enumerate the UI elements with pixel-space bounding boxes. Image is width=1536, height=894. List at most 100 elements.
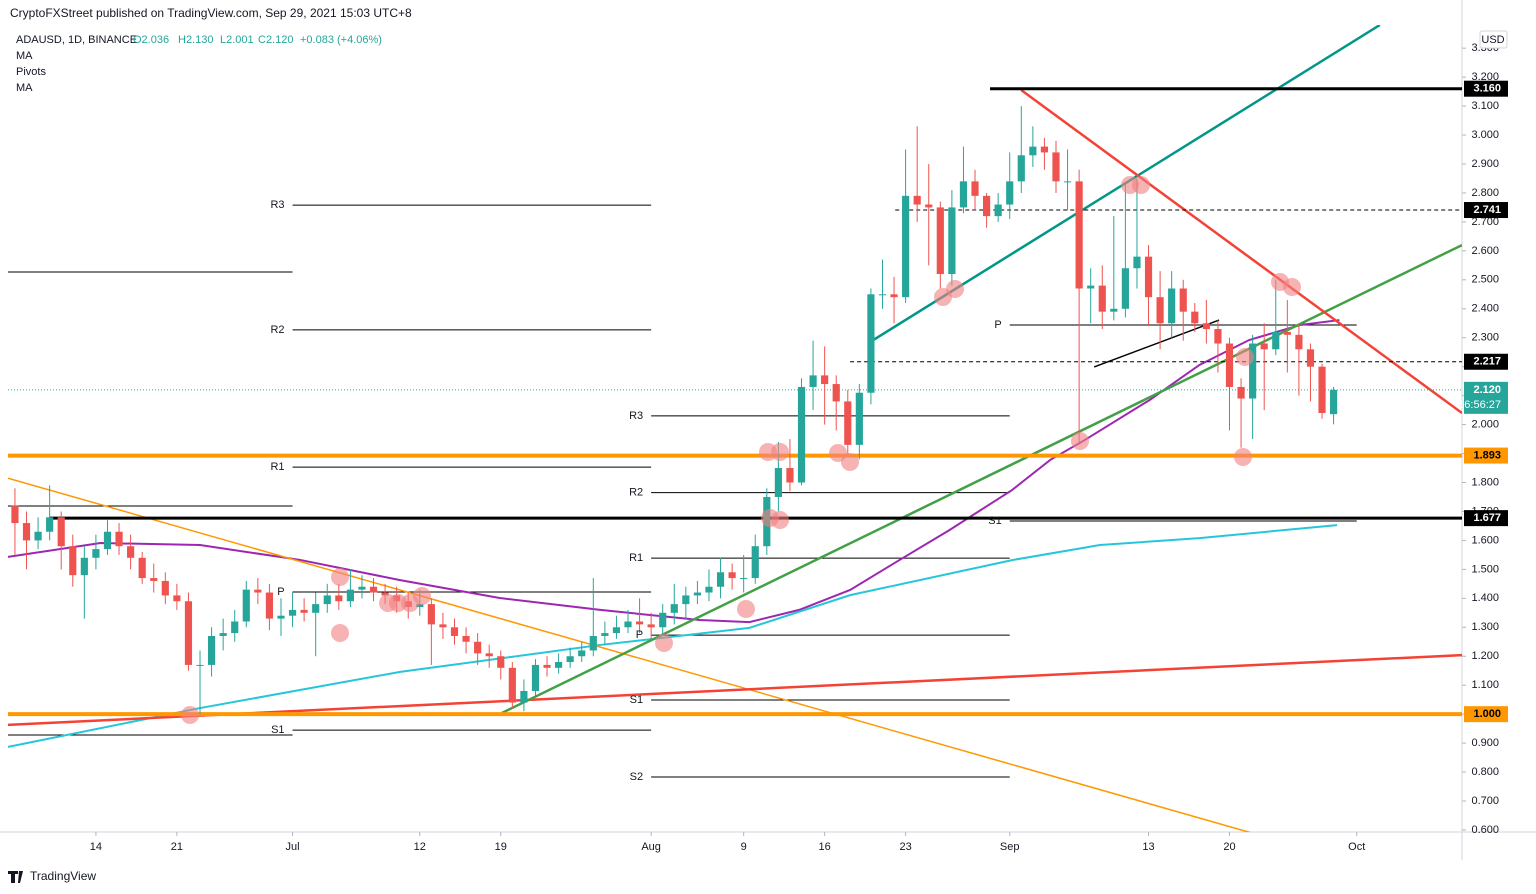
level-label-box: [1464, 706, 1508, 723]
y-tick-label: 0.700: [1471, 795, 1499, 807]
candle-body: [936, 207, 944, 275]
candle-body: [462, 635, 470, 642]
candle-body: [1121, 268, 1129, 309]
candle-body: [1237, 386, 1245, 399]
y-tick-label: 2.300: [1471, 332, 1499, 344]
candle-body: [867, 294, 875, 393]
y-tick-label: 3.100: [1471, 100, 1499, 112]
x-tick-label: Jul: [286, 841, 300, 853]
candle-body: [80, 557, 88, 576]
candle-body: [832, 384, 840, 402]
candle-body: [1283, 331, 1291, 335]
ohlc-high: H2.130: [178, 34, 213, 46]
candle-body: [635, 621, 644, 625]
candle-body: [566, 656, 574, 663]
level-label-box: [1464, 510, 1508, 527]
candle-body: [728, 572, 736, 579]
candle-body: [1110, 308, 1118, 312]
x-tick-label: 12: [414, 841, 426, 853]
candle-body: [844, 401, 852, 445]
level-label-box: [1464, 202, 1508, 219]
candle-body: [890, 294, 898, 298]
candle-body: [474, 641, 482, 654]
candle-body: [555, 662, 563, 668]
level-label-box: [1464, 447, 1508, 464]
candle-body: [1295, 334, 1303, 350]
candle-body: [1249, 343, 1257, 399]
candle-body: [427, 604, 435, 625]
level-label: 2.217: [1473, 356, 1501, 368]
candle-body: [508, 667, 516, 703]
candle-body: [948, 207, 956, 275]
candle-body: [1029, 146, 1037, 156]
candle-body: [11, 505, 19, 524]
candle-body: [1179, 288, 1187, 312]
candle-body: [369, 586, 378, 593]
trendline: [1093, 319, 1220, 368]
x-tick-label: Aug: [641, 841, 661, 853]
ohlc-open: O2.036: [133, 34, 169, 46]
level-label: 1.893: [1473, 449, 1501, 461]
candle-body: [902, 195, 910, 298]
candle-body: [1330, 389, 1338, 415]
candle-body: [693, 592, 701, 596]
y-tick-label: 1.600: [1471, 534, 1499, 546]
x-tick-label: 9: [741, 841, 747, 853]
candle-body: [219, 633, 227, 636]
x-tick-label: 23: [899, 841, 911, 853]
x-tick-label: 21: [171, 841, 183, 853]
candle-body: [682, 595, 690, 605]
y-tick-label: 1.500: [1471, 563, 1499, 575]
candles: [11, 106, 1338, 715]
moving-average: [8, 319, 1340, 624]
candle-body: [589, 635, 597, 651]
pivot-label: S1: [630, 694, 643, 706]
y-tick-label: 1.200: [1471, 650, 1499, 662]
x-tick-label: 13: [1142, 841, 1154, 853]
x-tick-label: 14: [90, 841, 102, 853]
candle-body: [601, 633, 609, 636]
candle-body: [878, 294, 887, 296]
candle-body: [578, 650, 586, 657]
y-tick-label: 1.300: [1471, 621, 1499, 633]
candle-body: [173, 595, 181, 602]
pivot-label: P: [277, 586, 284, 598]
candle-body: [346, 589, 354, 602]
ohlc-close: C2.120: [258, 34, 293, 46]
footer-logo: TradingView: [30, 869, 96, 883]
candle-body: [612, 627, 621, 634]
candle-body: [288, 609, 297, 616]
candle-body: [22, 523, 31, 541]
candle-body: [1017, 155, 1025, 182]
candle-body: [821, 375, 829, 385]
candle-body: [277, 615, 285, 619]
pivot-label: R3: [629, 410, 643, 422]
candle-body: [531, 664, 540, 691]
highlight-circles: [181, 176, 1301, 724]
pivot-label: S1: [271, 724, 284, 736]
candle-body: [34, 531, 42, 541]
candle-body: [809, 375, 817, 387]
indicator-label: MA: [16, 50, 33, 62]
candle-body: [971, 181, 979, 196]
currency-box: [1479, 30, 1508, 49]
y-tick-label: 2.500: [1471, 274, 1499, 286]
indicator-label: MA: [16, 82, 33, 94]
level-label: 2.741: [1473, 204, 1501, 216]
y-tick-label: 3.000: [1471, 129, 1499, 141]
pivot-label: R1: [629, 552, 643, 564]
candle-body: [439, 624, 447, 628]
x-tick-label: 20: [1223, 841, 1235, 853]
candle-body: [774, 468, 782, 497]
candle-body: [1225, 343, 1234, 387]
level-label-box: [1464, 381, 1508, 414]
candle-body: [740, 578, 748, 580]
trendline: [1020, 89, 1462, 415]
candle-body: [1144, 256, 1153, 298]
candle-body: [855, 392, 863, 445]
candle-body: [184, 601, 193, 665]
level-label-box: [1464, 353, 1508, 370]
candle-body: [1191, 311, 1199, 324]
y-tick-label: 3.200: [1471, 71, 1499, 83]
